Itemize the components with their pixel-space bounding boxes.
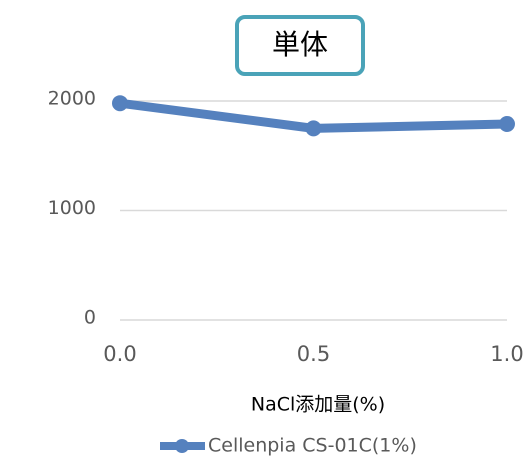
legend-marker bbox=[175, 439, 189, 453]
marker bbox=[305, 120, 322, 137]
y-tick-label: 0 bbox=[84, 307, 96, 329]
legend-label: Cellenpia CS-01C(1%) bbox=[208, 435, 417, 457]
x-tick-label: 0.0 bbox=[103, 342, 136, 366]
marker bbox=[112, 95, 128, 112]
x-axis-label: NaCl添加量(%) bbox=[251, 394, 385, 416]
y-tick-label: 1000 bbox=[48, 197, 96, 219]
y-tick-label: 2000 bbox=[48, 88, 96, 110]
marker bbox=[499, 115, 515, 132]
x-tick-label: 0.5 bbox=[297, 342, 330, 366]
title-box bbox=[235, 15, 365, 76]
chart-title: 単体 bbox=[272, 28, 328, 61]
x-tick-label: 1.0 bbox=[490, 342, 523, 366]
